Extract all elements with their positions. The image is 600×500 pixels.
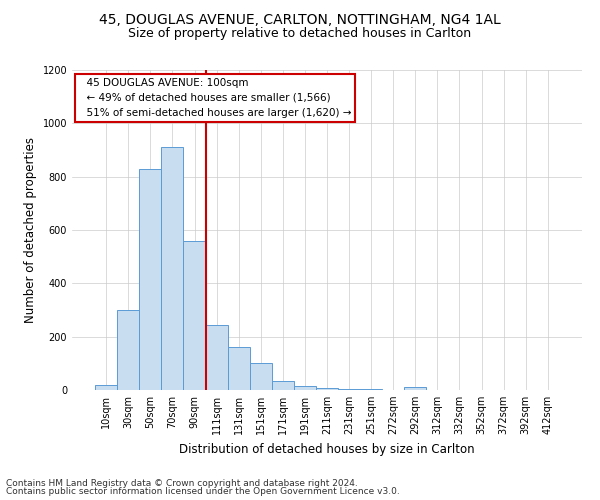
Bar: [95, 384, 117, 390]
Bar: [206, 324, 227, 390]
Bar: [117, 310, 139, 390]
Bar: [272, 380, 294, 390]
Text: 45 DOUGLAS AVENUE: 100sqm
  ← 49% of detached houses are smaller (1,566)
  51% o: 45 DOUGLAS AVENUE: 100sqm ← 49% of detac…: [80, 78, 351, 118]
Bar: [139, 168, 161, 390]
Bar: [404, 388, 427, 390]
Bar: [338, 389, 360, 390]
Text: Contains HM Land Registry data © Crown copyright and database right 2024.: Contains HM Land Registry data © Crown c…: [6, 478, 358, 488]
Text: Size of property relative to detached houses in Carlton: Size of property relative to detached ho…: [128, 28, 472, 40]
Bar: [360, 389, 382, 390]
Text: Contains public sector information licensed under the Open Government Licence v3: Contains public sector information licen…: [6, 487, 400, 496]
X-axis label: Distribution of detached houses by size in Carlton: Distribution of detached houses by size …: [179, 442, 475, 456]
Y-axis label: Number of detached properties: Number of detached properties: [24, 137, 37, 323]
Bar: [294, 386, 316, 390]
Bar: [184, 240, 206, 390]
Text: 45, DOUGLAS AVENUE, CARLTON, NOTTINGHAM, NG4 1AL: 45, DOUGLAS AVENUE, CARLTON, NOTTINGHAM,…: [99, 12, 501, 26]
Bar: [161, 148, 184, 390]
Bar: [250, 364, 272, 390]
Bar: [316, 388, 338, 390]
Bar: [227, 348, 250, 390]
